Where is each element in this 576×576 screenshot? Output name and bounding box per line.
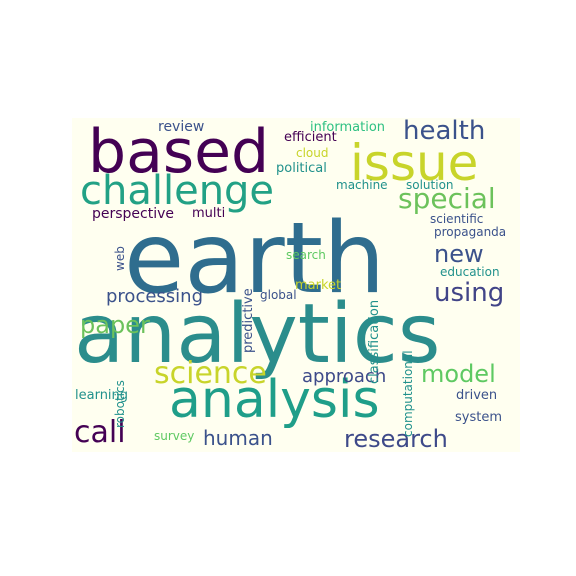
word: information bbox=[310, 120, 386, 135]
word: review bbox=[158, 119, 205, 135]
word-cloud: earth analytics based issue analysis cha… bbox=[72, 118, 520, 452]
word: solution bbox=[406, 178, 454, 192]
word: using bbox=[434, 278, 505, 308]
word: new bbox=[434, 240, 484, 268]
word: market bbox=[295, 278, 342, 293]
word: human bbox=[203, 426, 273, 450]
word: challenge bbox=[80, 168, 275, 214]
word: multi bbox=[192, 206, 226, 221]
word: classification bbox=[367, 299, 382, 384]
word: machine bbox=[336, 178, 388, 192]
word: scientific bbox=[430, 212, 484, 226]
word: propaganda bbox=[434, 225, 507, 239]
word: education bbox=[440, 265, 500, 279]
word: special bbox=[398, 182, 496, 215]
word: survey bbox=[154, 429, 195, 443]
word: issue bbox=[350, 134, 479, 192]
word: earth bbox=[124, 202, 386, 316]
word: driven bbox=[456, 388, 498, 403]
word: approach bbox=[302, 366, 387, 387]
word: science bbox=[154, 356, 267, 391]
word: predictive bbox=[241, 288, 256, 353]
word: analysis bbox=[169, 370, 380, 430]
word: perspective bbox=[92, 206, 175, 222]
word: analytics bbox=[74, 287, 441, 382]
word: search bbox=[286, 248, 326, 262]
word: paper bbox=[80, 311, 150, 339]
word: system bbox=[455, 410, 502, 425]
word: research bbox=[344, 425, 448, 452]
word: call bbox=[74, 415, 126, 450]
word: processing bbox=[106, 286, 204, 307]
word: based bbox=[88, 118, 270, 187]
word: model bbox=[421, 360, 496, 388]
word: political bbox=[276, 161, 327, 176]
word: health bbox=[403, 118, 486, 146]
word: efficient bbox=[284, 130, 337, 145]
word: web bbox=[113, 246, 127, 271]
word: cloud bbox=[296, 146, 329, 160]
word: computational bbox=[401, 350, 415, 437]
word: global bbox=[260, 288, 297, 302]
word: learning bbox=[75, 388, 129, 403]
